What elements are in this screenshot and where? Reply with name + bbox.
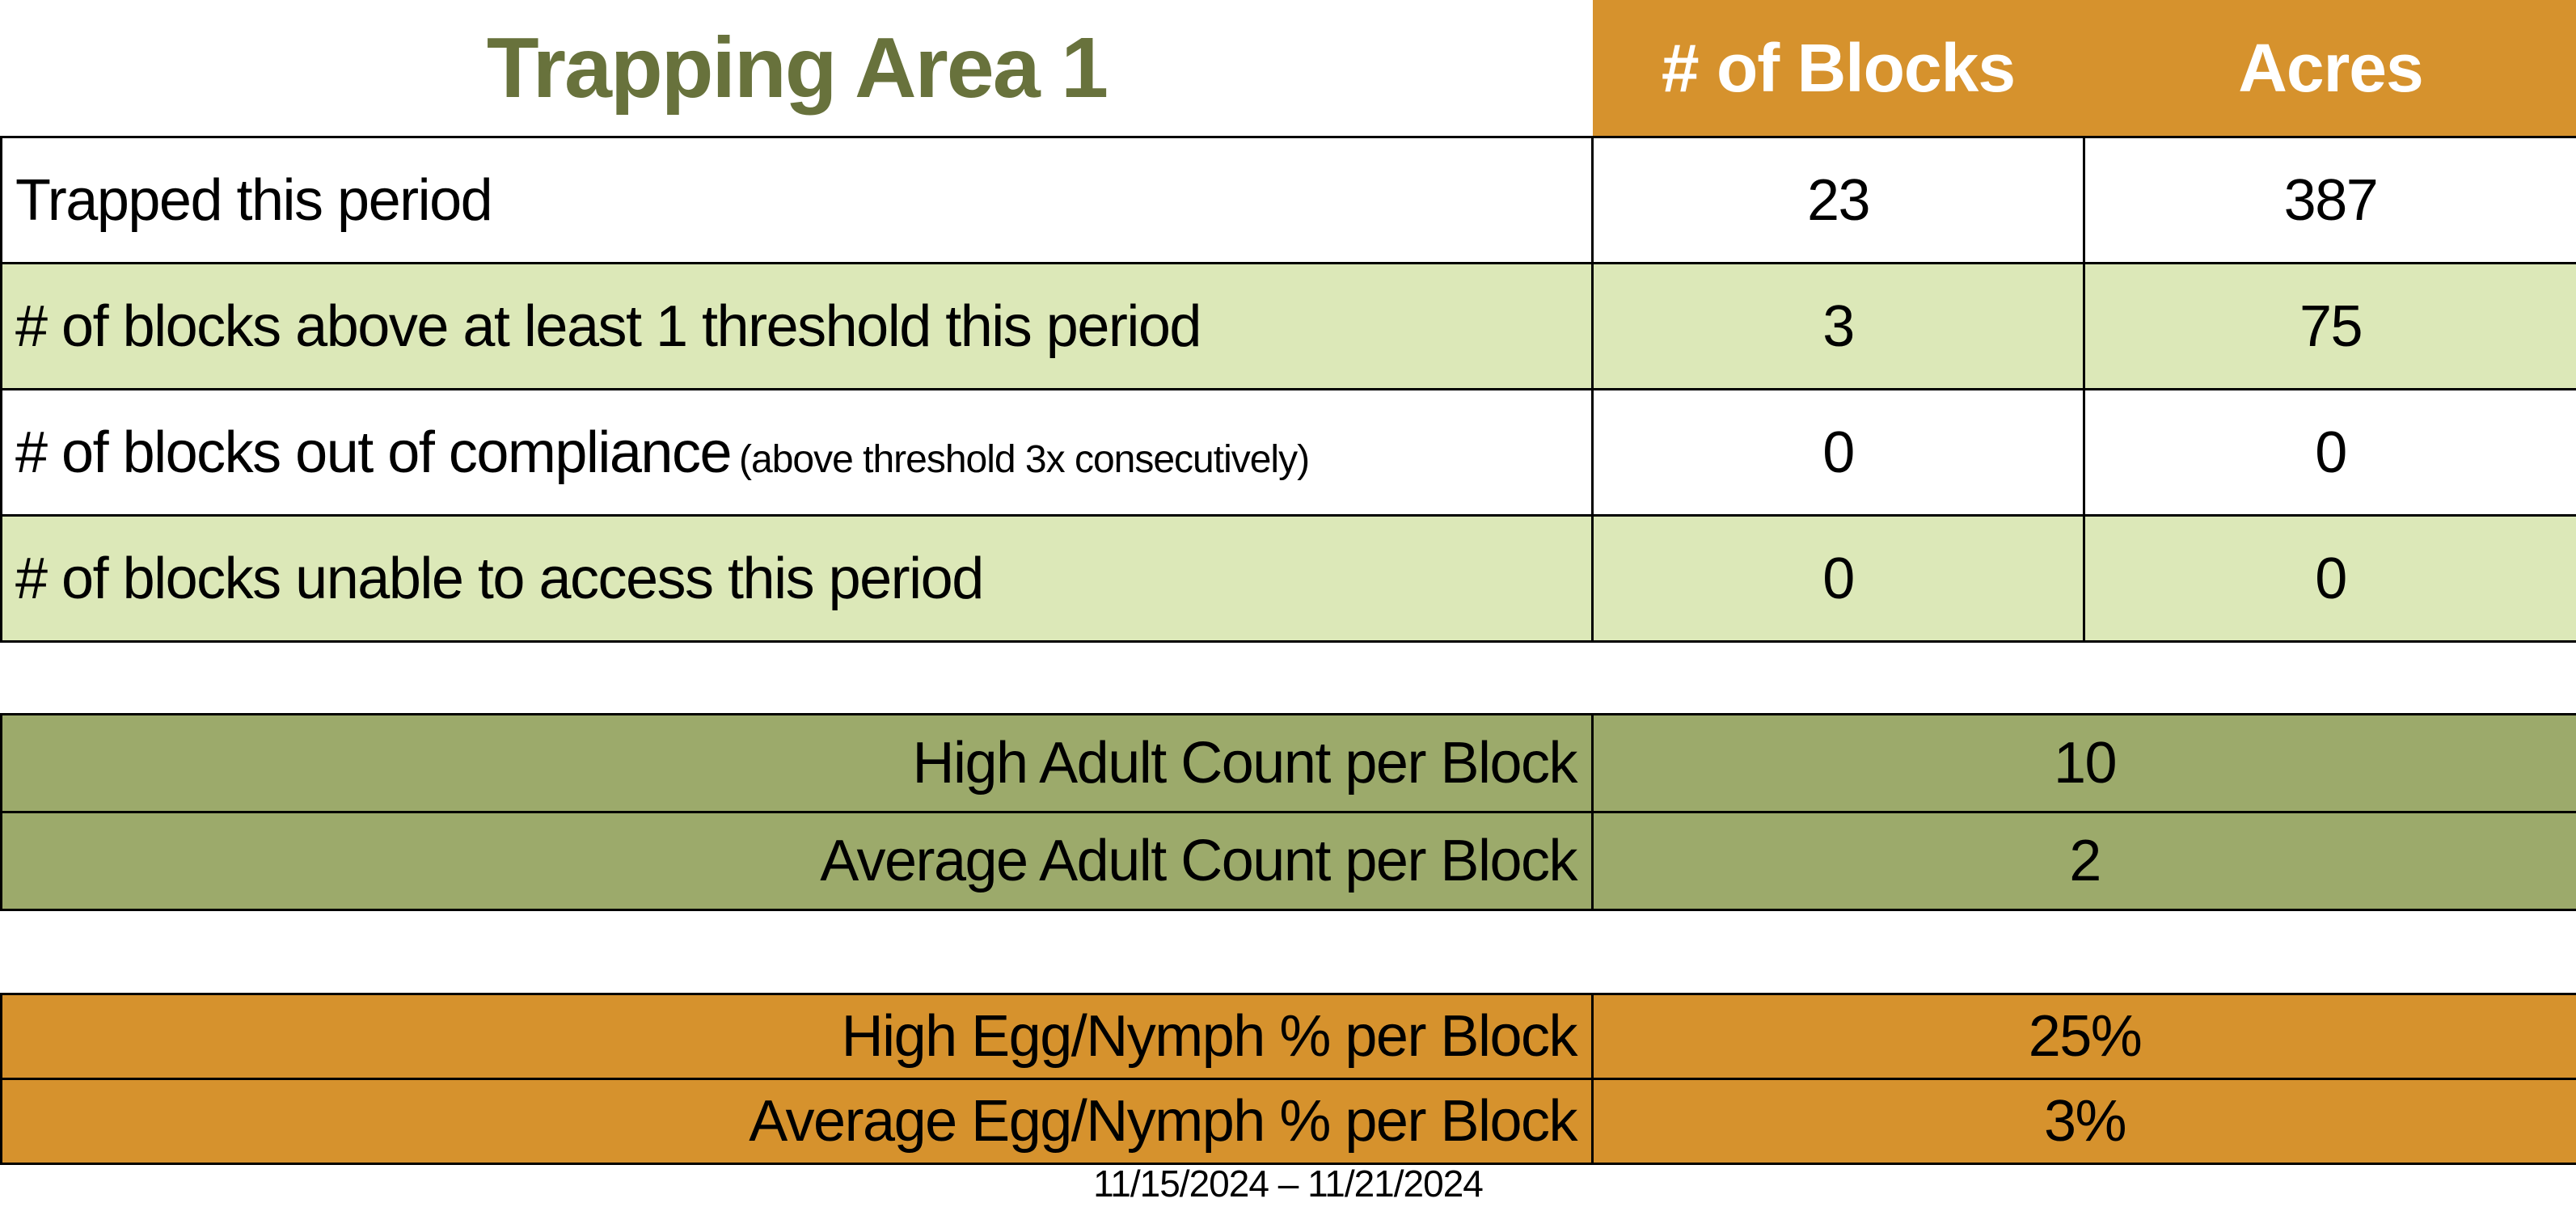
row-label-cell: High Adult Count per Block (0, 713, 1594, 813)
blocks-value-cell: 0 (1591, 388, 2085, 517)
blocks-value-cell: 0 (1591, 514, 2085, 643)
row-label: # of blocks out of compliance (15, 420, 733, 485)
title-cell: Trapping Area 1 (1, 0, 1593, 137)
table-row-above-threshold: # of blocks above at least 1 threshold t… (0, 262, 2576, 390)
table-row-out-of-compliance: # of blocks out of compliance (above thre… (0, 388, 2576, 517)
page-title: Trapping Area 1 (486, 19, 1109, 116)
row-label-cell: Trapped this period (0, 136, 1594, 264)
acres-value-cell: 0 (2083, 388, 2576, 517)
row-label-note: (above threshold 3x consecutively) (739, 437, 1310, 481)
column-header-acres: Acres (2084, 0, 2576, 137)
row-label-cell: High Egg/Nymph % per Block (0, 993, 1594, 1080)
row-label: # of blocks above at least 1 threshold t… (15, 293, 1201, 359)
table-row-high-adult-count: High Adult Count per Block 10 (0, 713, 2576, 813)
acres-value-cell: 0 (2083, 514, 2576, 643)
row-value-cell: 2 (1591, 811, 2576, 911)
row-label-cell: # of blocks above at least 1 threshold t… (0, 262, 1594, 390)
table-row-trapped: Trapped this period 23 387 (0, 136, 2576, 264)
row-value-cell: 10 (1591, 713, 2576, 813)
adult-count-table: High Adult Count per Block 10 Average Ad… (0, 713, 2576, 911)
blocks-value-cell: 3 (1591, 262, 2085, 390)
row-label: Trapped this period (15, 167, 493, 233)
date-range: 11/15/2024 – 11/21/2024 (1093, 1163, 1484, 1205)
blocks-value-cell: 23 (1591, 136, 2085, 264)
summary-table: Trapping Area 1 # of Blocks Acres Trappe… (0, 0, 2576, 643)
column-header-blocks: # of Blocks (1592, 0, 2084, 137)
acres-value-cell: 75 (2083, 262, 2576, 390)
row-label-cell: # of blocks out of compliance (above thre… (0, 388, 1594, 517)
table-row-high-egg-nymph: High Egg/Nymph % per Block 25% (0, 993, 2576, 1080)
row-value-cell: 25% (1591, 993, 2576, 1080)
row-label-cell: # of blocks unable to access this period (0, 514, 1594, 643)
summary-header-row: Trapping Area 1 # of Blocks Acres (1, 0, 2576, 137)
acres-value-cell: 387 (2083, 136, 2576, 264)
row-label-cell: Average Adult Count per Block (0, 811, 1594, 911)
table-row-average-egg-nymph: Average Egg/Nymph % per Block 3% (0, 1078, 2576, 1165)
egg-nymph-table: High Egg/Nymph % per Block 25% Average E… (0, 993, 2576, 1165)
row-label-cell: Average Egg/Nymph % per Block (0, 1078, 1594, 1165)
table-row-unable-to-access: # of blocks unable to access this period… (0, 514, 2576, 643)
row-label: # of blocks unable to access this period (15, 546, 984, 611)
table-row-average-adult-count: Average Adult Count per Block 2 (0, 811, 2576, 911)
row-value-cell: 3% (1591, 1078, 2576, 1165)
